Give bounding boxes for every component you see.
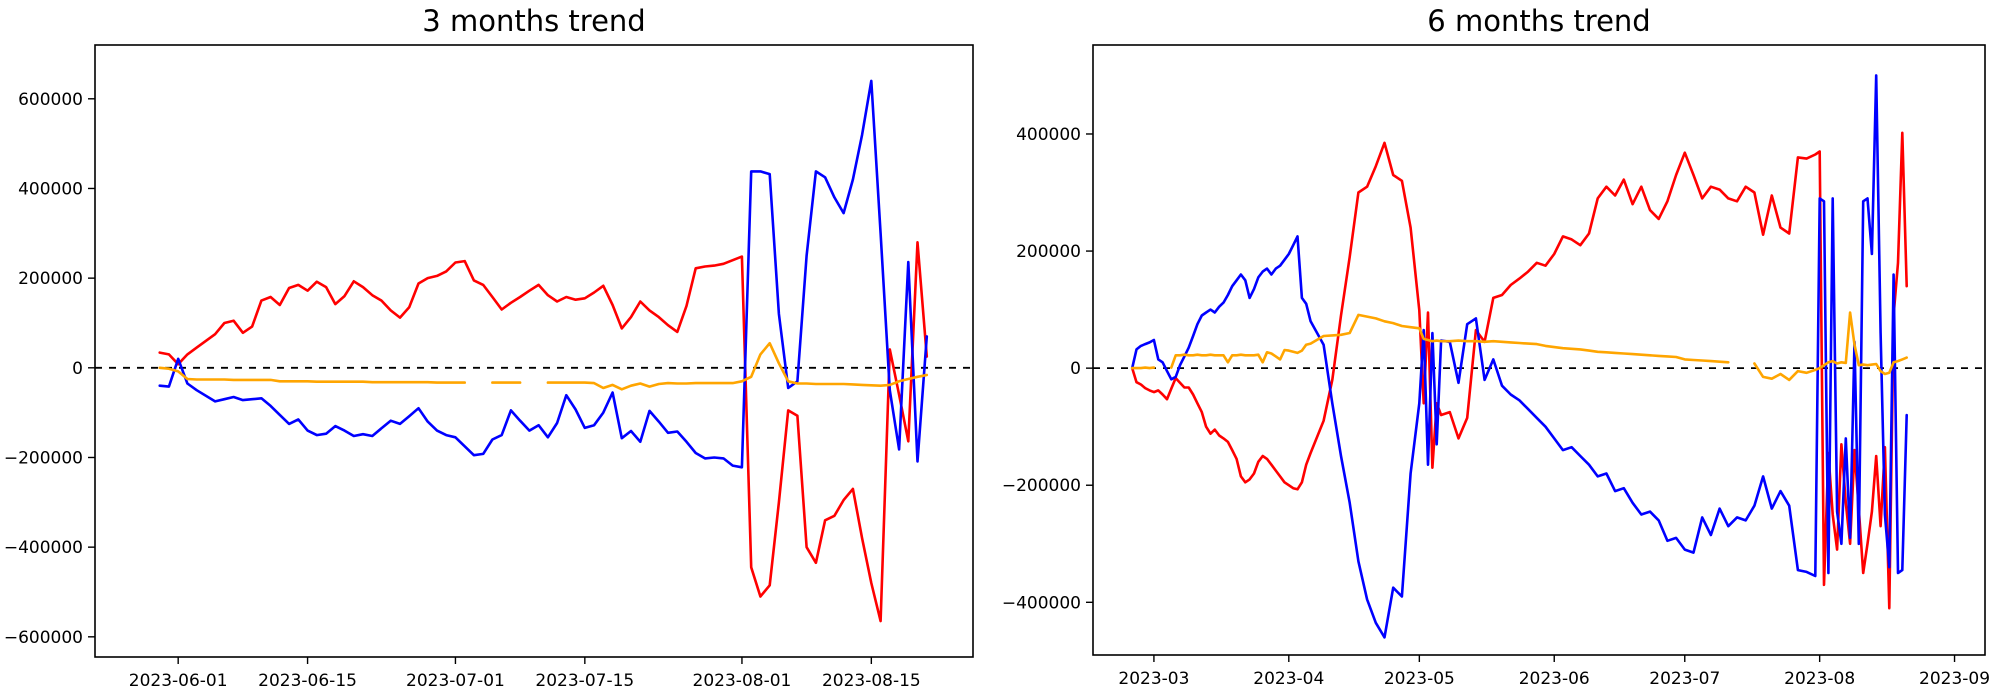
- x-tick-label: 2023-09: [1919, 669, 1990, 689]
- y-tick-label: −400000: [1002, 593, 1081, 613]
- series-line-orange: [158, 366, 467, 384]
- chart-6-months-trend: 400000 200000 0 −200000 −400000 2023-03 2023-0…: [1002, 44, 1990, 689]
- y-tick-label: 400000: [1016, 125, 1081, 145]
- series-line-orange: [546, 341, 929, 391]
- y-tick-label: −200000: [1002, 476, 1081, 496]
- y-tick-label: 200000: [18, 269, 83, 289]
- x-tick-label: 2023-06-15: [258, 671, 357, 691]
- chart-title-3-months: 3 months trend: [422, 4, 646, 38]
- x-tick-label: 2023-05: [1384, 669, 1455, 689]
- x-tick-label: 2023-08-15: [822, 671, 921, 691]
- series-line-blue: [158, 79, 929, 469]
- series-line-red: [1130, 131, 1908, 610]
- y-tick-label: 600000: [18, 90, 83, 110]
- series-line-orange: [1130, 366, 1156, 370]
- x-tick-label: 2023-06: [1519, 669, 1590, 689]
- chart-3-months-trend: 600000 400000 200000 0 −200000 −400000 −600000…: [4, 44, 974, 691]
- y-tick-label: 200000: [1016, 242, 1081, 262]
- plot-border: [94, 44, 974, 658]
- x-tick-label: 2023-04: [1253, 669, 1324, 689]
- y-tick-label: 400000: [18, 179, 83, 199]
- y-tick-label: −600000: [4, 628, 83, 648]
- x-tick-label: 2023-03: [1118, 669, 1189, 689]
- y-tick-label: −400000: [4, 538, 83, 558]
- y-tick-label: 0: [72, 359, 83, 379]
- series-line-orange: [1170, 313, 1730, 369]
- series-line-red: [158, 241, 929, 623]
- x-tick-label: 2023-07-15: [535, 671, 634, 691]
- chart-title-6-months: 6 months trend: [1427, 4, 1651, 38]
- x-tick-label: 2023-07-01: [406, 671, 505, 691]
- x-tick-label: 2023-07: [1649, 669, 1720, 689]
- x-tick-label: 2023-08-01: [693, 671, 792, 691]
- y-tick-label: −200000: [4, 448, 83, 468]
- y-tick-label: 0: [1070, 359, 1081, 379]
- x-tick-label: 2023-06-01: [129, 671, 228, 691]
- plot-border: [1092, 44, 1986, 656]
- series-line-orange: [1753, 311, 1908, 382]
- series-line-blue: [1130, 74, 1908, 639]
- x-tick-label: 2023-08: [1784, 669, 1855, 689]
